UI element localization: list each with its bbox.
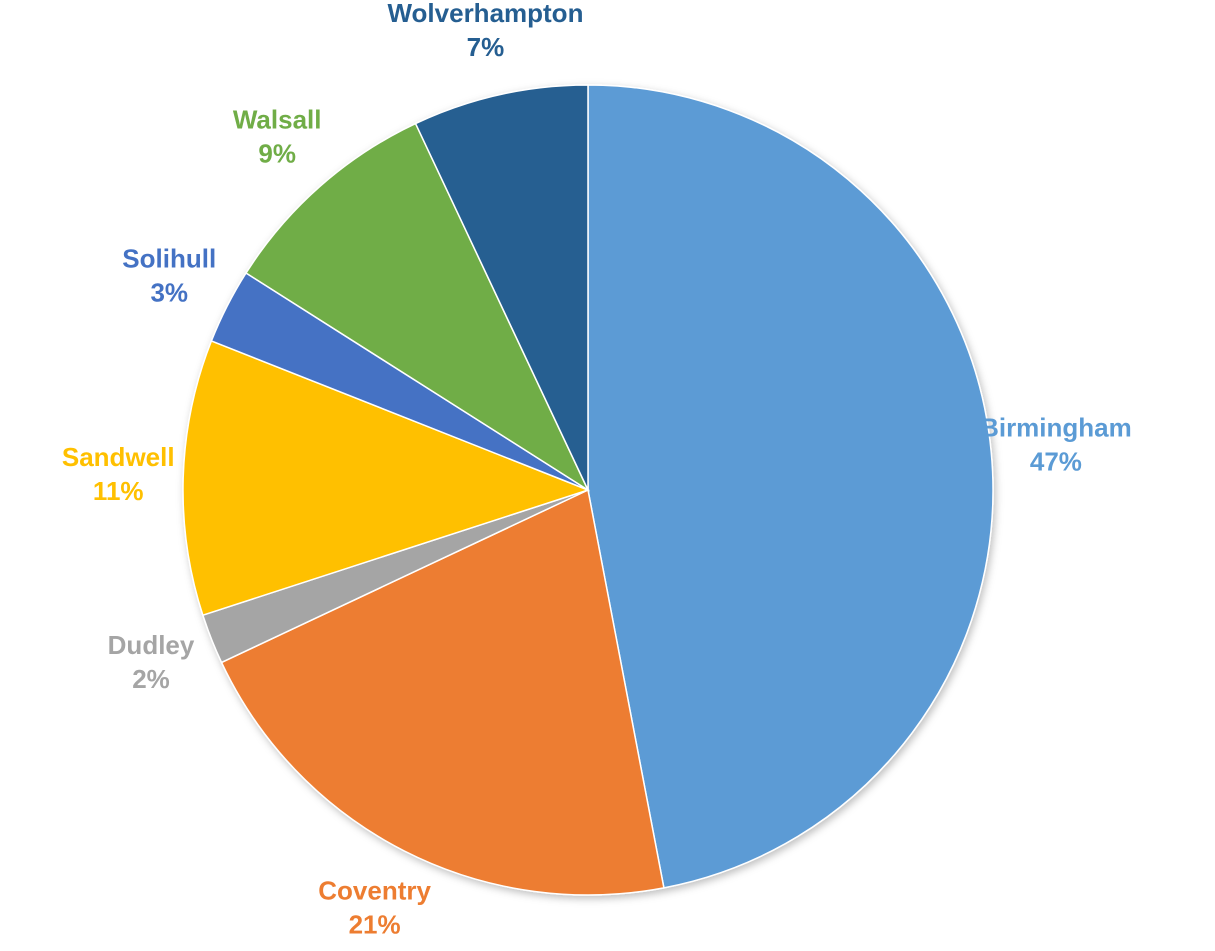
- slice-label: Wolverhampton: [387, 0, 583, 28]
- slice-label: Solihull: [122, 243, 216, 273]
- slice-label: Coventry: [318, 876, 431, 906]
- pie: [182, 84, 994, 896]
- value-label: 7%: [467, 32, 505, 62]
- value-label: 9%: [258, 138, 296, 168]
- slice-label: Dudley: [108, 630, 195, 660]
- slice-label: Sandwell: [62, 442, 175, 472]
- value-label: 2%: [132, 664, 170, 694]
- value-label: 21%: [349, 910, 401, 940]
- slice: [220, 488, 665, 896]
- slice: [245, 122, 590, 493]
- value-label: 3%: [150, 277, 188, 307]
- value-label: 11%: [93, 476, 144, 506]
- slice-label: Birmingham: [980, 413, 1132, 443]
- value-label: 47%: [1030, 447, 1082, 477]
- slice: [182, 339, 591, 617]
- slice: [587, 84, 994, 889]
- slice: [414, 84, 589, 491]
- slice-label: Walsall: [233, 104, 322, 134]
